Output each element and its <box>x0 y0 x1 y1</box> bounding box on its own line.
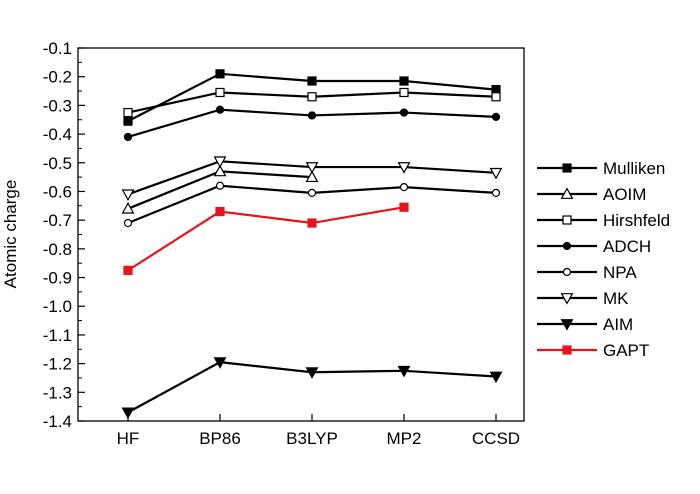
point-aim <box>213 357 227 369</box>
series-mulliken <box>123 69 501 126</box>
point-hirshfeld <box>307 92 317 102</box>
legend-marker <box>560 293 574 305</box>
y-tick-label: -1.0 <box>43 297 72 316</box>
y-tick-label: -1.4 <box>43 412 72 431</box>
point-gapt <box>123 265 133 275</box>
point-aoim <box>213 164 227 177</box>
legend-marker <box>562 163 572 173</box>
y-axis-ticks: -0.1 -0.2 -0.3 -0.4 -0.5 -0.6 -0.7 -0.8 -0.9 -1.0… <box>43 39 85 431</box>
y-tick-label: -0.3 <box>43 96 72 115</box>
point-adch <box>123 132 133 142</box>
point-gapt <box>215 206 225 217</box>
point-npa <box>123 218 133 228</box>
series-aim <box>121 357 503 420</box>
series-line-gapt <box>127 206 405 272</box>
series-adch <box>123 105 501 142</box>
legend-marker <box>562 241 572 251</box>
x-tick-label-bp86: BP86 <box>199 429 241 448</box>
series-gapt <box>123 202 409 275</box>
legend-item-npa: NPA <box>537 263 637 282</box>
point-aim <box>397 365 411 378</box>
series-hirshfeld <box>123 87 501 118</box>
plot-frame <box>77 47 525 422</box>
legend-marker <box>560 319 574 331</box>
legend-label: NPA <box>603 263 637 282</box>
point-mk <box>489 167 503 180</box>
legend-label: ADCH <box>603 237 651 256</box>
point-hirshfeld <box>399 87 409 98</box>
legend-label: AOIM <box>603 185 646 204</box>
legend-label: Mulliken <box>603 159 665 178</box>
series-mk <box>121 156 503 201</box>
point-hirshfeld <box>123 107 133 118</box>
point-mk <box>213 156 227 168</box>
x-axis-ticks: HF BP86 B3LYP MP2 CCSD <box>117 414 520 448</box>
legend-label: MK <box>603 289 629 308</box>
x-tick-label-mp2: MP2 <box>387 429 422 448</box>
y-tick-label: -0.6 <box>43 182 72 201</box>
legend-item-aim: AIM <box>537 315 633 334</box>
legend-marker <box>562 345 572 355</box>
series-layer <box>121 69 503 420</box>
point-mulliken <box>215 69 225 79</box>
point-aoim <box>121 202 135 214</box>
point-npa <box>215 181 225 190</box>
point-gapt <box>307 218 317 228</box>
y-tick-label: -0.2 <box>43 68 72 87</box>
point-gapt <box>399 202 409 212</box>
series-aoim <box>121 164 319 214</box>
point-hirshfeld <box>215 87 225 98</box>
y-tick-label: -0.7 <box>43 211 72 230</box>
point-mulliken <box>123 116 133 126</box>
legend-label: AIM <box>603 315 633 334</box>
legend-marker <box>562 215 572 225</box>
legend-item-aoim: AOIM <box>537 185 646 204</box>
y-tick-label: -0.5 <box>43 154 72 173</box>
point-mk <box>397 162 411 174</box>
legend-item-mulliken: Mulliken <box>537 159 665 178</box>
point-npa <box>491 188 501 197</box>
legend-label: GAPT <box>603 341 649 360</box>
y-tick-label: -0.8 <box>43 240 72 259</box>
point-adch <box>215 105 225 114</box>
series-npa <box>123 181 501 228</box>
point-adch <box>307 111 317 120</box>
point-adch <box>399 108 409 117</box>
y-tick-label: -1.1 <box>43 326 72 345</box>
point-mk <box>305 162 319 174</box>
legend-item-gapt: GAPT <box>537 341 649 360</box>
point-mulliken <box>307 76 317 86</box>
point-aoim <box>305 170 319 183</box>
point-mk <box>121 189 135 201</box>
y-tick-label: -1.2 <box>43 355 72 374</box>
point-hirshfeld <box>491 92 501 102</box>
legend-item-adch: ADCH <box>537 237 651 256</box>
y-tick-label: -0.4 <box>43 125 72 144</box>
point-adch <box>491 112 501 121</box>
x-tick-label-hf: HF <box>117 429 140 448</box>
legend: Mulliken AOIM Hirshfeld ADCH NPA MK AIM GAPT <box>537 159 670 360</box>
legend-item-hirshfeld: Hirshfeld <box>537 211 670 230</box>
point-npa <box>307 188 317 197</box>
x-tick-label-ccsd: CCSD <box>472 429 520 448</box>
point-npa <box>399 183 409 192</box>
y-tick-label: -0.9 <box>43 269 72 288</box>
point-mulliken <box>399 76 409 86</box>
point-aim <box>305 367 319 379</box>
x-tick-label-b3lyp: B3LYP <box>286 429 338 448</box>
y-tick-label: -1.3 <box>43 383 72 402</box>
point-aim <box>489 371 503 384</box>
y-tick-label: -0.1 <box>43 39 72 58</box>
legend-item-mk: MK <box>537 289 629 308</box>
point-aim <box>121 407 135 420</box>
y-axis-title: Atomic charge <box>1 180 20 289</box>
legend-marker <box>560 187 574 199</box>
legend-label: Hirshfeld <box>603 211 670 230</box>
legend-marker <box>562 267 572 277</box>
